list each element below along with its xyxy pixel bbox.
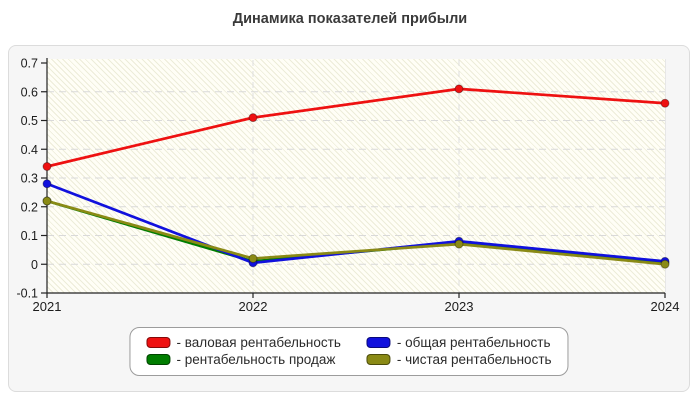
legend-item-gross-margin: - валовая рентабельность: [146, 335, 341, 350]
y-tick-label: 0.1: [21, 229, 38, 243]
y-tick-label: 0.4: [21, 143, 38, 157]
y-tick-label: 0.7: [21, 57, 38, 71]
x-tick-label: 2021: [33, 299, 62, 314]
y-tick-label: 0.6: [21, 85, 38, 99]
legend-swatch-gross-margin: [146, 337, 171, 348]
data-point: [42, 196, 52, 206]
x-tick-label: 2023: [445, 299, 474, 314]
data-point: [248, 113, 258, 123]
y-tick-label: 0.2: [21, 200, 38, 214]
legend-swatch-net-margin: [366, 354, 391, 365]
y-tick-label: -0.1: [16, 287, 38, 301]
series-line-3: [46, 199, 666, 266]
legend-label-gross-margin: - валовая рентабельность: [176, 335, 341, 350]
y-tick-label: 0: [31, 258, 38, 272]
data-point: [248, 254, 258, 263]
legend-swatch-sales-margin: [146, 354, 171, 365]
legend-label-sales-margin: - рентабельность продаж: [176, 352, 336, 367]
x-tick-label: 2024: [651, 299, 680, 314]
legend-swatch-total-margin: [366, 337, 391, 348]
legend-item-total-margin: - общая рентабельность: [366, 335, 552, 350]
legend-item-sales-margin: - рентабельность продаж: [146, 352, 340, 367]
data-point: [660, 98, 670, 108]
data-point: [660, 259, 670, 269]
legend: - валовая рентабельность - общая рентабе…: [129, 327, 569, 376]
legend-item-net-margin: - чистая рентабельность: [366, 352, 552, 367]
series-line-0: [46, 87, 666, 168]
data-point: [42, 162, 52, 171]
legend-label-total-margin: - общая рентабельность: [396, 335, 551, 350]
data-point: [42, 179, 52, 189]
y-tick-label: 0.3: [21, 172, 38, 186]
data-point: [454, 239, 464, 249]
data-point: [454, 84, 464, 94]
x-tick-label: 2022: [239, 299, 268, 314]
legend-label-net-margin: - чистая рентабельность: [396, 352, 552, 367]
y-tick-label: 0.5: [21, 114, 38, 128]
chart-title: Динамика показателей прибыли: [232, 11, 468, 27]
